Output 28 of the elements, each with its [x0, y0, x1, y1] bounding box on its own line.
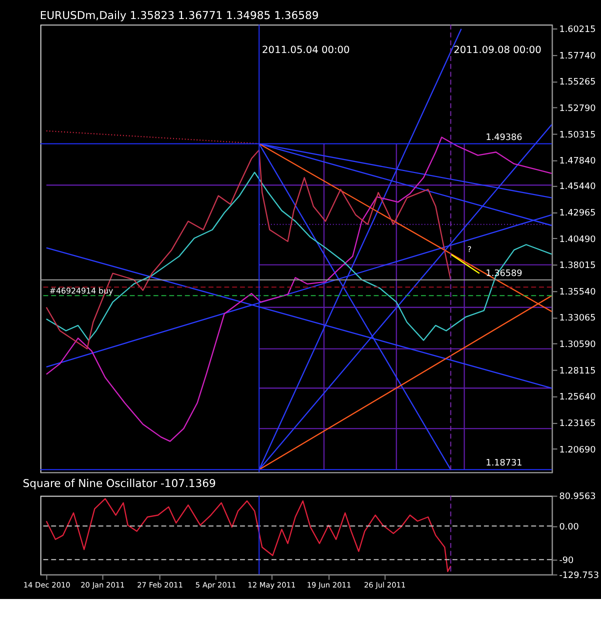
chart-title: Square of Nine Oscillator -107.1369 — [22, 476, 216, 490]
y-tick-label: 1.40490 — [559, 234, 596, 245]
y-tick-label: 1.45440 — [559, 182, 596, 192]
ref-line-label: 2011.05.04 00:00 — [262, 45, 350, 56]
y-tick-label: 1.23165 — [559, 418, 596, 429]
ref-line-label: 1.49386 — [486, 132, 523, 143]
y-tick-label: 1.20690 — [559, 445, 596, 456]
y-tick-label: 1.42965 — [559, 208, 596, 218]
y-tick-label: 80.9563 — [559, 492, 596, 502]
chart-title: EURUSDm,Daily 1.35823 1.36771 1.34985 1.36589 — [40, 9, 319, 22]
y-tick-label: 1.38015 — [559, 261, 596, 272]
y-tick-label: 1.30590 — [559, 340, 596, 350]
y-tick-label: 1.35540 — [559, 287, 596, 298]
y-tick-label: 1.25640 — [559, 392, 596, 403]
annotation: ? — [467, 244, 472, 254]
y-tick-label: 1.60215 — [559, 25, 596, 36]
y-tick-label: 1.57740 — [559, 51, 596, 62]
ref-line-label: 2011.09.08 00:00 — [454, 45, 542, 56]
y-tick-label: 1.33065 — [559, 314, 596, 324]
y-tick-label: 1.55265 — [559, 78, 596, 88]
y-tick-label: -129.753 — [559, 570, 599, 581]
y-tick-label: 1.52790 — [559, 104, 596, 114]
y-tick-label: 0.00 — [559, 522, 580, 532]
y-tick-label: -90 — [559, 556, 574, 566]
y-tick-label: 1.50315 — [559, 130, 596, 140]
y-tick-label: 1.47840 — [559, 156, 596, 167]
ref-line-label: 1.18731 — [486, 458, 522, 469]
y-tick-label: 1.28115 — [559, 366, 596, 376]
